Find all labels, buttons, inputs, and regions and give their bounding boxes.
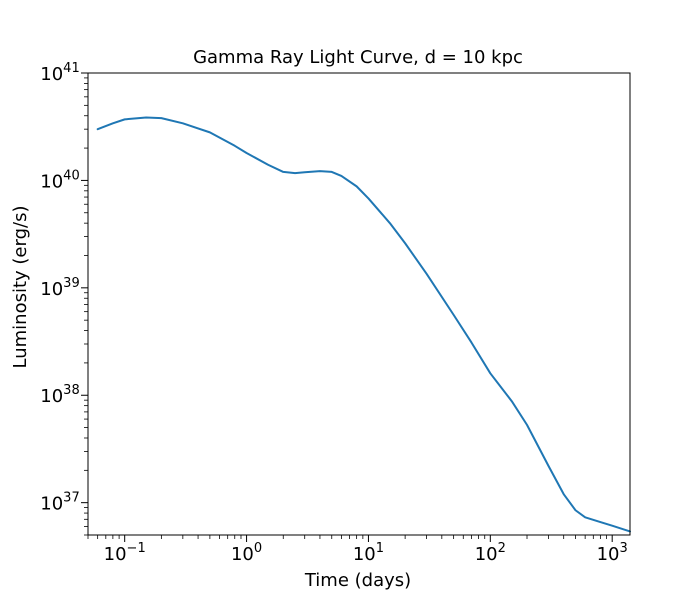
x-tick-label: 103 [597, 541, 628, 565]
y-tick-label: 1041 [40, 61, 79, 85]
y-tick-label: 1037 [40, 491, 79, 515]
x-axis-title: Time (days) [304, 570, 411, 591]
y-tick-label: 1039 [40, 276, 79, 300]
x-tick-label: 102 [475, 541, 506, 565]
x-tick-label: 10−1 [104, 541, 146, 565]
y-tick-label: 1038 [40, 383, 79, 407]
plot-area: 10−1 100 101 102 103 1037 1038 1039 1040 1041 [40, 61, 631, 565]
y-axis-title: Luminosity (erg/s) [10, 206, 31, 369]
x-tick-label: 100 [231, 541, 262, 565]
chart-title: Gamma Ray Light Curve, d = 10 kpc [193, 47, 523, 68]
x-tick-label: 101 [353, 541, 384, 565]
series-line-0 [96, 116, 631, 533]
y-tick-label: 1040 [40, 168, 79, 192]
plot-frame [87, 72, 631, 536]
